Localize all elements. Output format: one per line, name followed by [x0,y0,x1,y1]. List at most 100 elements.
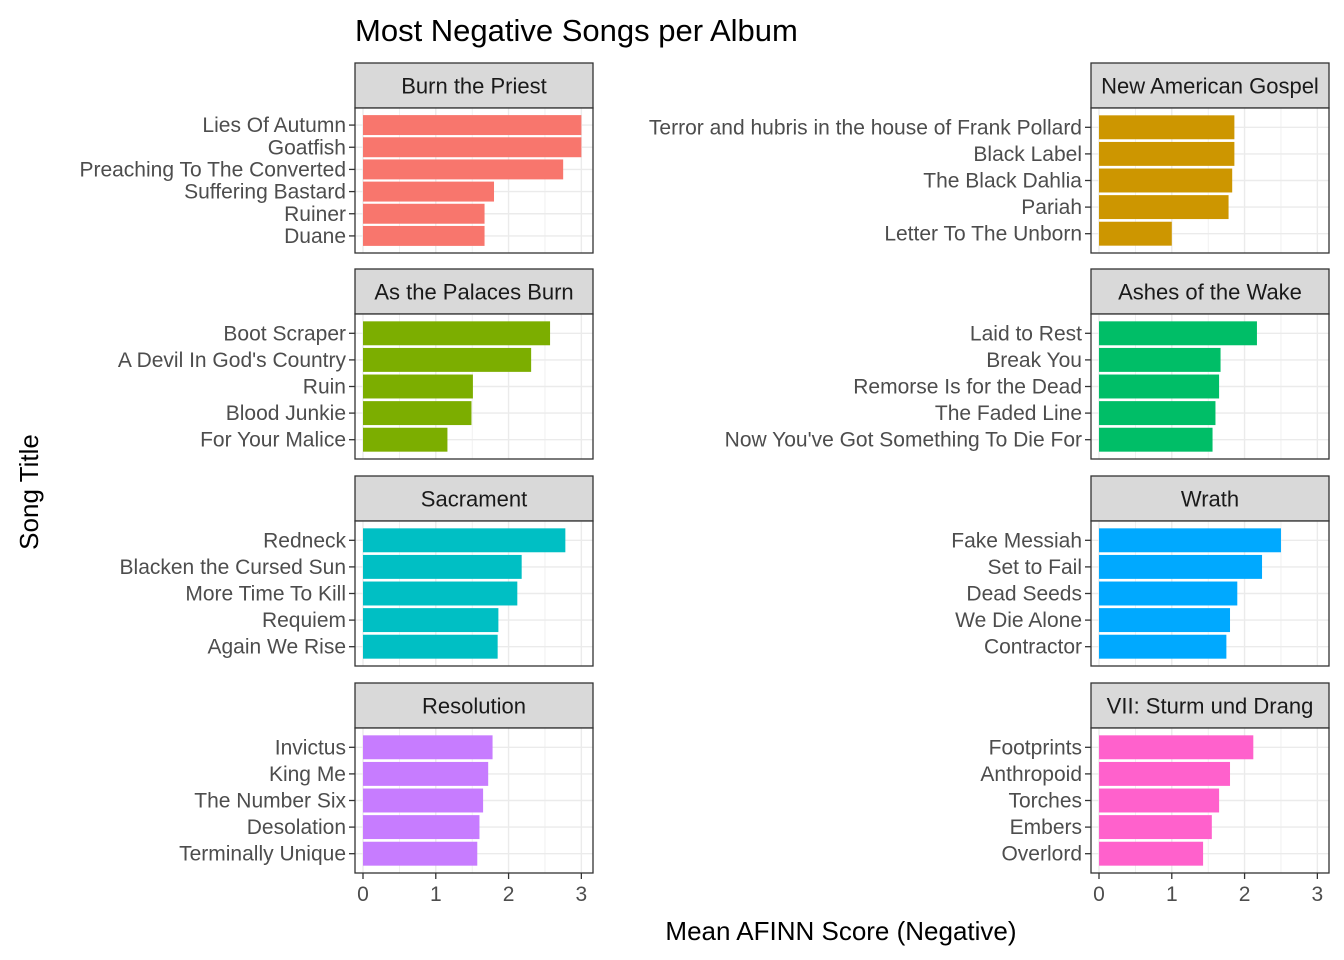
bar [363,225,485,246]
bar [363,159,564,180]
bar [1099,528,1281,553]
song-label: Suffering Bastard [184,181,346,204]
panel-border [354,520,594,667]
x-axis-label: Mean AFINN Score (Negative) [665,916,1016,946]
song-label: Duane [284,225,346,248]
song-label: The Number Six [194,790,346,813]
song-label: The Faded Line [935,402,1082,425]
bar [1099,841,1204,866]
facet-strip [354,62,594,109]
song-label: Requiem [262,609,346,632]
song-label: Ruin [303,376,346,399]
facet-strip [1090,268,1330,315]
song-label: Letter To The Unborn [884,223,1082,246]
facet-sacrament: Sacrament Redneck Blacken the Cursed Sun Mo… [120,475,594,667]
song-label: Break You [986,349,1082,372]
song-label: For Your Malice [200,429,346,452]
bar [363,401,472,426]
song-label: More Time To Kill [185,583,346,606]
x-tick-label: 2 [1239,883,1251,906]
song-label: Set to Fail [987,556,1082,579]
facet-strip-label: New American Gospel [1101,74,1319,99]
facet-ashes-of-the-wake: Ashes of the Wake Laid to Rest Break You Re… [725,268,1330,460]
bar [1099,788,1220,813]
facet-strip-label: Wrath [1181,487,1239,512]
facet-strip [354,475,594,522]
bar [1099,321,1257,346]
song-label: Boot Scraper [223,322,346,345]
facet-strip [1090,62,1330,109]
song-label: Again We Rise [207,636,346,659]
facet-strip-label: Ashes of the Wake [1118,280,1302,305]
bar [363,115,582,136]
facet-strip [354,268,594,315]
panel-border [354,107,594,254]
song-label: Ruiner [284,203,346,226]
bar [1099,374,1220,399]
facet-panels: Burn the Priest Lies Of AutumnGoatfishPre… [79,62,1330,906]
facet-wrath: Wrath Fake Messiah Set to Fail Dead Seeds We… [951,475,1330,667]
bar [363,137,582,158]
bar [363,761,489,786]
song-label: Goatfish [268,136,346,159]
bar [1099,761,1231,786]
bar [363,608,499,633]
facet-strip-label: Burn the Priest [401,74,547,99]
song-label: Laid to Rest [970,322,1082,345]
bar [363,528,566,553]
bar [1099,427,1213,452]
song-label: Anthropoid [980,763,1082,786]
song-label: A Devil In God's Country [118,349,347,372]
bar [1099,634,1227,659]
bar [363,427,448,452]
song-label: Embers [1010,816,1082,839]
song-label: Blacken the Cursed Sun [120,556,346,579]
panel-border [1090,727,1330,874]
song-label: Overlord [1001,843,1082,866]
bar [1099,168,1233,193]
song-label: We Die Alone [955,609,1082,632]
song-label: Redneck [263,529,346,552]
song-label: Pariah [1021,196,1082,219]
facet-resolution: Resolution Invictus King Me The Number Six D… [179,682,594,906]
bar [363,554,522,579]
bar [1099,221,1172,246]
panel-border [1090,313,1330,460]
panel-border [1090,107,1330,254]
bar [1099,115,1235,140]
song-label: Lies Of Autumn [202,114,346,137]
bar [1099,195,1229,220]
panel-border [354,313,594,460]
song-label: Black Label [973,143,1082,166]
bar [363,634,498,659]
facet-strip [1090,475,1330,522]
x-tick-label: 1 [430,883,442,906]
x-tick-label: 0 [1093,883,1105,906]
chart-title: Most Negative Songs per Album [355,13,798,48]
bar [363,735,493,760]
song-label: Dead Seeds [966,583,1082,606]
facet-burn-the-priest: Burn the Priest Lies Of AutumnGoatfishPre… [79,62,594,254]
facet-strip [354,682,594,729]
x-tick-label: 3 [1312,883,1324,906]
song-label: Terror and hubris in the house of Frank … [649,116,1082,139]
facet-strip-label: Sacrament [421,487,527,512]
song-label: Desolation [247,816,346,839]
facet-vii-sturm-und-drang: VII: Sturm und Drang Footprints Anthropoid… [980,682,1330,906]
panel-border [354,727,594,874]
panel-border [1090,520,1330,667]
bar [1099,581,1238,606]
bar [363,841,478,866]
bar [1099,815,1212,840]
song-label: The Black Dahlia [923,170,1082,193]
bar [363,815,480,840]
bar [1099,554,1263,579]
bar [363,374,473,399]
x-tick-label: 0 [357,883,369,906]
bar [363,181,495,202]
facet-strip-label: As the Palaces Burn [374,280,573,305]
song-label: Terminally Unique [179,843,346,866]
facet-strip-label: Resolution [422,694,526,719]
song-label: Remorse Is for the Dead [853,376,1082,399]
bar [363,347,532,372]
